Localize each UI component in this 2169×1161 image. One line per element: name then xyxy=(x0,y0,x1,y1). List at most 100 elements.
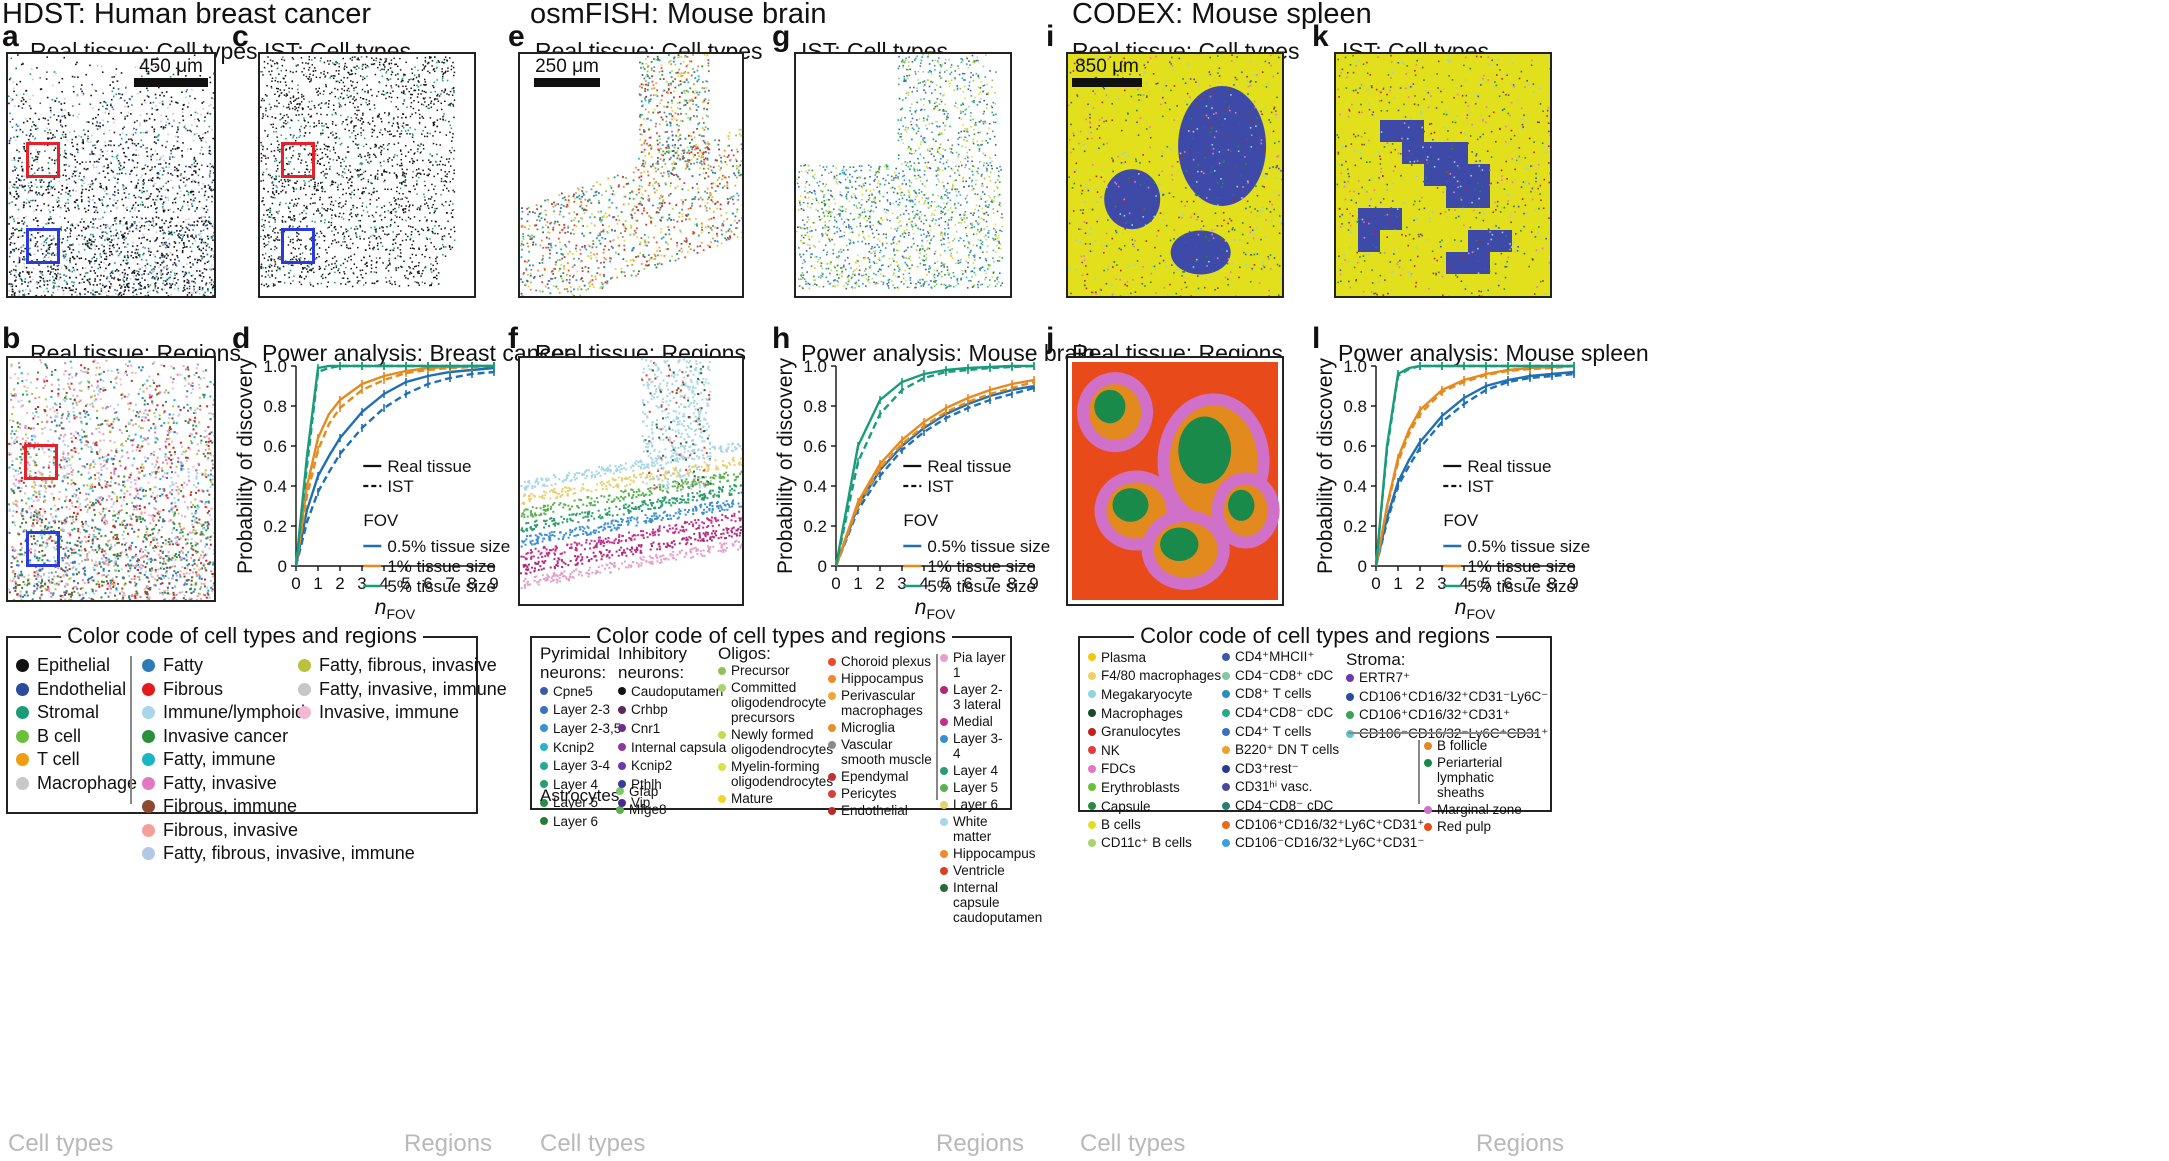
legend-swatch-icon xyxy=(1222,746,1230,755)
legend-osmfish-inhibitory: Inhibitory neurons: Caudoputamen Crhbp Cnr… xyxy=(618,644,726,812)
series-line xyxy=(834,378,1035,567)
legend-item: Choroid plexus xyxy=(828,654,938,669)
legend-swatch-icon xyxy=(1088,820,1096,829)
legend-item: NK xyxy=(1088,741,1221,760)
x-tick-label: 2 xyxy=(335,574,344,593)
legend-item-label: Vascular smooth muscle xyxy=(841,737,932,767)
cell-dots xyxy=(1336,54,1550,296)
legend-item: Layer 5 xyxy=(940,780,1010,795)
series-line xyxy=(834,364,1035,567)
legend-item-label: Internal capsula xyxy=(631,739,727,755)
legend-item: Layer 2-3 lateral xyxy=(940,682,1010,712)
panel-letter-f: f xyxy=(508,322,518,355)
legend-item: Ependymal xyxy=(828,769,938,784)
legend-swatch-icon xyxy=(142,729,155,743)
legend-swatch-icon xyxy=(540,761,548,770)
legend-swatch-icon xyxy=(298,659,311,673)
y-axis-label: Probability of discovery xyxy=(1314,358,1337,574)
legend-osmfish-divider xyxy=(936,654,938,800)
legend-swatch-icon xyxy=(940,801,948,809)
roi-blue-b xyxy=(26,531,60,567)
legend-item: Plasma xyxy=(1088,648,1221,667)
panel-letter-c: c xyxy=(232,20,249,53)
legend-item: Red pulp xyxy=(1424,819,1544,834)
legend-codex-title: Color code of cell types and regions xyxy=(1134,623,1496,648)
legend-swatch-icon xyxy=(16,753,29,767)
legend-osmfish-oligos-header: Oligos: xyxy=(718,644,771,663)
legend-codex-hdivider xyxy=(1348,732,1538,734)
legend-item: CD4⁺ T cells xyxy=(1222,722,1424,741)
y-tick-label: 1.0 xyxy=(1343,357,1367,376)
y-tick-label: 0.2 xyxy=(263,517,287,536)
legend-item-label: Caudoputamen xyxy=(631,683,724,699)
legend-item-label: Fibrous, invasive xyxy=(163,819,299,840)
x-tick-label: 7 xyxy=(445,574,454,593)
legend-item: Layer 4 xyxy=(540,775,618,794)
roi-red-b xyxy=(24,444,58,480)
legend-item-label: Kcnip2 xyxy=(631,758,673,774)
img-k-svg xyxy=(1336,54,1550,296)
y-tick-label: 0.4 xyxy=(803,477,827,496)
panel-letter-h: h xyxy=(772,322,791,355)
legend-label: Real tissue xyxy=(1467,457,1551,476)
legend-label: FOV xyxy=(1443,511,1479,530)
x-tick-label: 3 xyxy=(357,574,366,593)
legend-item-label: Endothelial xyxy=(37,678,127,699)
chart-power-breast: 0 0.2 0.4 0.6 0.8 1.0 0 1 2 3 4 5 6 7 8 9 Probability of… xyxy=(228,356,510,622)
x-axis-label: nFOV xyxy=(915,596,956,622)
img-e-svg xyxy=(520,54,742,296)
legend-codex: Color code of cell types and regions Pla… xyxy=(1078,623,1552,850)
legend-item: Endothelial xyxy=(828,803,938,818)
legend-item: Epithelial xyxy=(16,654,137,678)
legend-item: Layer 6 xyxy=(540,812,618,831)
legend-item: Fatty, invasive xyxy=(142,772,415,796)
y-tick-label: 1.0 xyxy=(263,357,287,376)
legend-item-label: Mature xyxy=(731,791,774,806)
series-line xyxy=(834,380,1035,567)
legend-item-label: Fatty, fibrous, invasive xyxy=(319,655,497,676)
legend-item: Cnr1 xyxy=(618,719,716,738)
legend-item-label: Hippocampus xyxy=(953,846,1036,861)
legend-swatch-icon xyxy=(940,867,948,875)
x-axis-label: nFOV xyxy=(1455,596,1496,622)
legend-swatch-icon xyxy=(940,767,948,775)
legend-item: F4/80 macrophages xyxy=(1088,667,1221,686)
legend-item: Layer 6 xyxy=(940,797,1010,812)
x-tick-label: 6 xyxy=(1503,574,1512,593)
x-tick-label: 3 xyxy=(1437,574,1446,593)
x-tick-label: 5 xyxy=(401,574,410,593)
legend-item: Marginal zone xyxy=(1424,802,1544,817)
legend-swatch-icon xyxy=(828,724,836,732)
legend-item: Immune/lymphoid xyxy=(142,701,415,725)
legend-swatch-icon xyxy=(940,818,948,826)
legend-item: B cells xyxy=(1088,815,1221,834)
legend-osmfish-astrocytes-header: Astrocytes: xyxy=(540,785,625,805)
legend-hdst-cell-types: Epithelial Endothelial Stromal B cell T cell… xyxy=(16,654,137,795)
legend-item: CD4⁺MHCII⁺ xyxy=(1222,648,1424,667)
legend-item: Fibrous, invasive xyxy=(142,819,415,843)
x-tick-label: 2 xyxy=(875,574,884,593)
legend-osmfish-oligos: Oligos: Precursor Committed oligodendrocy… xyxy=(718,644,833,808)
legend-item: CD31ʰⁱ vasc. xyxy=(1222,778,1424,797)
legend-item-label: Macrophage xyxy=(37,772,138,793)
scale-bar-e: 250 μm xyxy=(534,56,600,87)
y-tick-label: 0 xyxy=(818,557,827,576)
legend-swatch-icon xyxy=(142,800,155,814)
x-tick-label: 8 xyxy=(1007,574,1016,593)
series-line xyxy=(834,384,1035,567)
panel-letter-e: e xyxy=(508,20,525,53)
legend-item-label: FDCs xyxy=(1101,761,1136,777)
legend-item: CD8⁺ T cells xyxy=(1222,685,1424,704)
img-c-svg xyxy=(260,56,456,288)
legend-item: Layer 3-4 xyxy=(540,756,618,775)
legend-hdst: Color code of cell types and regions Epi… xyxy=(6,623,507,863)
legend-item: CD106⁺CD16/32⁺CD31⁻Ly6C⁻ xyxy=(1346,688,1548,707)
legend-swatch-icon xyxy=(16,776,29,790)
legend-item-label: Invasive, immune xyxy=(319,702,460,723)
legend-item-label: Megakaryocyte xyxy=(1101,686,1193,702)
legend-item: CD4⁻CD8⁻ cDC xyxy=(1222,797,1424,816)
legend-item: Newly formed oligodendrocytes xyxy=(718,727,833,757)
cell-dots xyxy=(8,54,214,296)
chart-axes xyxy=(1375,366,1574,567)
panel-letter-i: i xyxy=(1046,20,1055,53)
